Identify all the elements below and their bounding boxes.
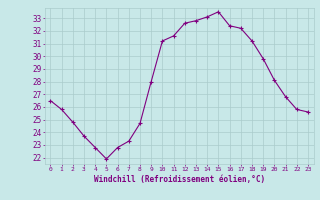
X-axis label: Windchill (Refroidissement éolien,°C): Windchill (Refroidissement éolien,°C) [94, 175, 265, 184]
